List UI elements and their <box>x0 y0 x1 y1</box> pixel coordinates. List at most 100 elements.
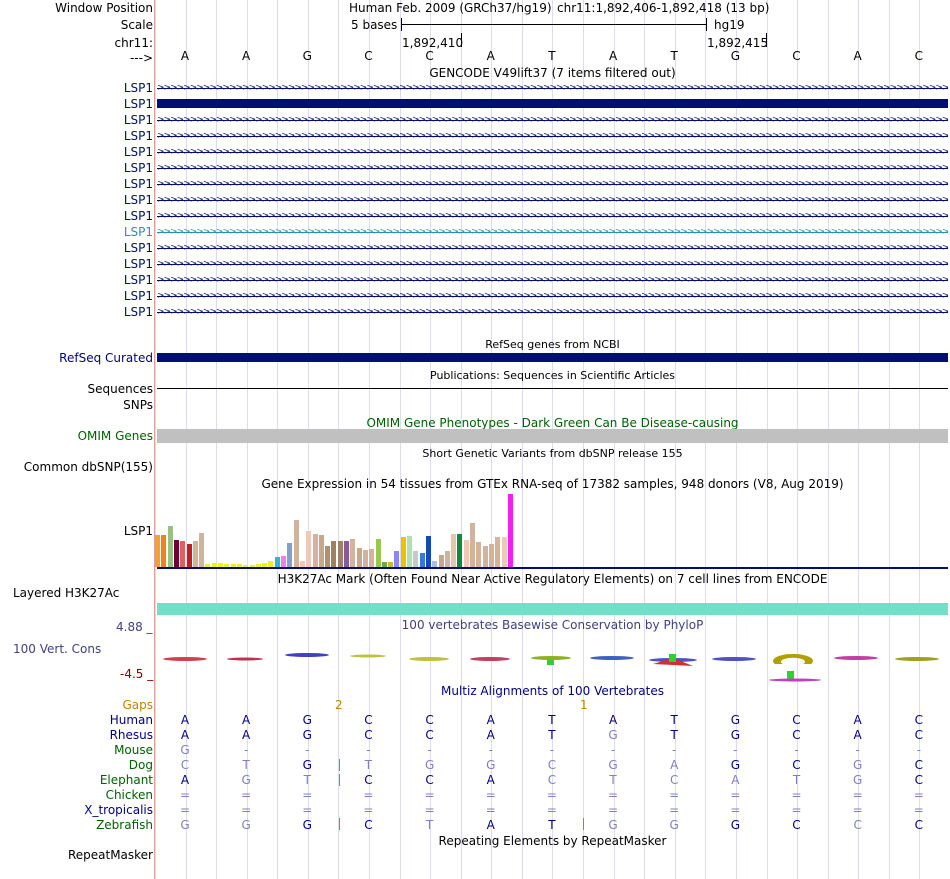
h3k27ac-signal[interactable] <box>157 603 948 615</box>
gtex-tissue-bar[interactable] <box>187 544 192 567</box>
gtex-tissue-bar[interactable] <box>174 540 179 567</box>
gtex-tissue-bar[interactable] <box>155 535 160 567</box>
gtex-bar-chart[interactable] <box>155 492 555 568</box>
gtex-tissue-bar[interactable] <box>212 563 217 567</box>
gtex-tissue-bar[interactable] <box>401 537 406 567</box>
gtex-tissue-bar[interactable] <box>464 540 469 567</box>
gencode-gene-line[interactable] <box>157 312 948 313</box>
gtex-tissue-bar[interactable] <box>483 546 488 567</box>
gencode-gene-line[interactable] <box>157 152 948 153</box>
repeatmasker-label[interactable]: RepeatMasker <box>67 848 153 862</box>
gencode-item-label[interactable]: LSP1 <box>123 145 153 159</box>
gencode-gene-exon[interactable] <box>157 99 948 108</box>
gencode-item-label[interactable]: LSP1 <box>123 177 153 191</box>
gencode-gene-line[interactable] <box>157 88 948 89</box>
repeatmasker-track-title[interactable]: Repeating Elements by RepeatMasker <box>438 834 667 848</box>
gtex-tissue-bar[interactable] <box>420 553 425 567</box>
gtex-tissue-bar[interactable] <box>205 564 210 567</box>
gencode-gene-line[interactable] <box>157 296 948 297</box>
gtex-tissue-bar[interactable] <box>357 548 362 567</box>
gtex-tissue-bar[interactable] <box>161 535 166 567</box>
gtex-tissue-bar[interactable] <box>413 551 418 567</box>
snps-label[interactable]: SNPs <box>123 398 153 412</box>
gtex-tissue-bar[interactable] <box>237 564 242 567</box>
gtex-tissue-bar[interactable] <box>363 550 368 567</box>
gencode-gene-line[interactable] <box>157 248 948 249</box>
gencode-gene-line[interactable] <box>157 264 948 265</box>
gtex-label[interactable]: LSP1 <box>123 524 153 538</box>
publications-track-title[interactable]: Publications: Sequences in Scientific Ar… <box>430 369 675 382</box>
h3k27ac-label[interactable]: Layered H3K27Ac <box>13 586 120 600</box>
gencode-item-label[interactable]: LSP1 <box>123 193 153 207</box>
species-label[interactable]: X_tropicalis <box>84 803 153 817</box>
species-label[interactable]: Zebrafish <box>96 818 153 832</box>
multiz-track-title[interactable]: Multiz Alignments of 100 Vertebrates <box>440 684 665 698</box>
gtex-tissue-bar[interactable] <box>313 534 318 567</box>
gtex-track-title[interactable]: Gene Expression in 54 tissues from GTEx … <box>261 477 844 491</box>
species-label[interactable]: Chicken <box>105 788 153 802</box>
phylop-logo[interactable] <box>155 640 950 686</box>
gtex-tissue-bar[interactable] <box>218 563 223 567</box>
gtex-tissue-bar[interactable] <box>382 562 387 567</box>
dbsnp-track-title[interactable]: Short Genetic Variants from dbSNP releas… <box>422 447 683 460</box>
species-label[interactable]: Rhesus <box>109 728 153 742</box>
gencode-item-label[interactable]: LSP1 <box>123 161 153 175</box>
gtex-tissue-bar[interactable] <box>243 565 248 567</box>
gencode-item-label[interactable]: LSP1 <box>123 97 153 111</box>
gtex-tissue-bar[interactable] <box>268 561 273 567</box>
gtex-tissue-bar[interactable] <box>306 531 311 567</box>
gtex-tissue-bar[interactable] <box>376 539 381 567</box>
gtex-tissue-bar[interactable] <box>439 555 444 567</box>
gencode-gene-line[interactable] <box>157 184 948 185</box>
gtex-tissue-bar[interactable] <box>508 494 513 567</box>
gencode-gene-line[interactable] <box>157 200 948 201</box>
gtex-tissue-bar[interactable] <box>388 562 393 567</box>
gtex-tissue-bar[interactable] <box>394 551 399 567</box>
gencode-item-label[interactable]: LSP1 <box>123 129 153 143</box>
gencode-item-label[interactable]: LSP1 <box>123 273 153 287</box>
species-label[interactable]: Dog <box>128 758 153 772</box>
gtex-tissue-bar[interactable] <box>319 535 324 567</box>
gtex-tissue-bar[interactable] <box>407 536 412 567</box>
sequences-label[interactable]: Sequences <box>87 382 153 396</box>
refseq-gene-bar[interactable] <box>157 353 948 362</box>
gtex-tissue-bar[interactable] <box>470 523 475 567</box>
h3k27ac-track-title[interactable]: H3K27Ac Mark (Often Found Near Active Re… <box>277 572 828 586</box>
species-label[interactable]: Mouse <box>114 743 153 757</box>
gencode-gene-line[interactable] <box>157 280 948 281</box>
gtex-tissue-bar[interactable] <box>331 541 336 567</box>
gtex-tissue-bar[interactable] <box>457 534 462 567</box>
species-label[interactable]: Human <box>109 713 153 727</box>
gencode-track-title[interactable]: GENCODE V49lift37 (7 items filtered out) <box>429 66 676 80</box>
gtex-tissue-bar[interactable] <box>180 541 185 567</box>
gencode-item-label[interactable]: LSP1 <box>123 209 153 223</box>
gencode-gene-line[interactable] <box>157 136 948 137</box>
omim-track-title[interactable]: OMIM Gene Phenotypes - Dark Green Can Be… <box>366 416 739 430</box>
gtex-tissue-bar[interactable] <box>338 541 343 567</box>
gencode-item-label[interactable]: LSP1 <box>123 289 153 303</box>
gtex-tissue-bar[interactable] <box>325 546 330 567</box>
gtex-tissue-bar[interactable] <box>350 539 355 567</box>
gtex-tissue-bar[interactable] <box>168 526 173 567</box>
species-label[interactable]: Elephant <box>99 773 153 787</box>
gtex-tissue-bar[interactable] <box>224 564 229 567</box>
gtex-tissue-bar[interactable] <box>294 520 299 567</box>
gtex-tissue-bar[interactable] <box>369 549 374 567</box>
gaps-label[interactable]: Gaps <box>122 698 153 712</box>
omim-label[interactable]: OMIM Genes <box>77 429 153 443</box>
gtex-tissue-bar[interactable] <box>262 563 267 567</box>
phylop-track-title[interactable]: 100 vertebrates Basewise Conservation by… <box>401 618 704 632</box>
gencode-gene-line[interactable] <box>157 168 948 169</box>
gtex-tissue-bar[interactable] <box>287 543 292 567</box>
gtex-tissue-bar[interactable] <box>344 541 349 567</box>
gtex-tissue-bar[interactable] <box>445 551 450 567</box>
gencode-item-label[interactable]: LSP1 <box>123 257 153 271</box>
gtex-tissue-bar[interactable] <box>451 534 456 567</box>
gtex-tissue-bar[interactable] <box>199 533 204 567</box>
gtex-tissue-bar[interactable] <box>495 537 500 567</box>
dbsnp-label[interactable]: Common dbSNP(155) <box>23 460 153 474</box>
phylop-label[interactable]: 100 Vert. Cons <box>13 642 102 656</box>
gencode-gene-line[interactable] <box>157 120 948 121</box>
gtex-tissue-bar[interactable] <box>193 541 198 567</box>
refseq-label[interactable]: RefSeq Curated <box>59 351 153 365</box>
